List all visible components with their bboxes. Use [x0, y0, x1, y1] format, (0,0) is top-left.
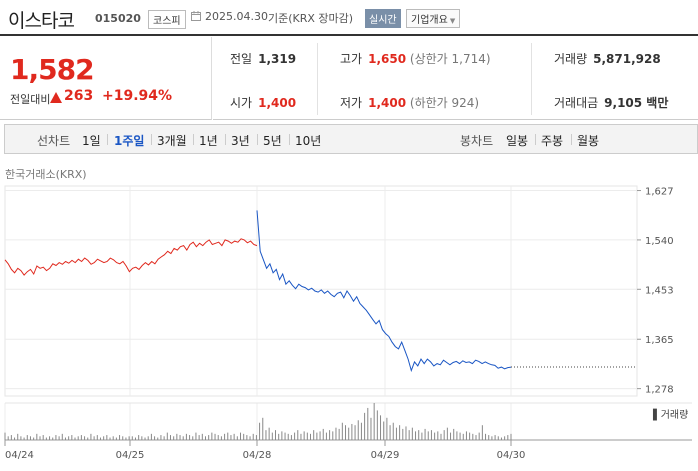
stat-open: 시가 1,400 [230, 94, 296, 111]
x-tick-label: 04/30 [497, 450, 526, 461]
stat-high: 고가 1,650 (상한가 1,714) [340, 50, 491, 67]
price-line-1 [4, 238, 258, 276]
stat-prev-close: 전일 1,319 [230, 50, 296, 67]
stat-label: 전일 [230, 52, 253, 66]
tab-divider [257, 134, 258, 145]
quote-date: 2025.04.30 [205, 10, 268, 23]
tab-10y[interactable]: 10년 [295, 134, 322, 148]
tab-divider [193, 134, 194, 145]
divider [531, 43, 532, 115]
tab-weekly-candle[interactable]: 주봉 [541, 134, 564, 148]
lower-limit: (하한가 924) [409, 96, 480, 110]
tab-3m[interactable]: 3개월 [157, 134, 187, 148]
calendar-icon [191, 11, 201, 21]
y-tick-label: 1,278 [645, 385, 674, 396]
price-box: 1,582 전일대비 263 +19.94% [0, 37, 212, 120]
y-tick-label: 1,453 [645, 285, 674, 296]
y-tick-label: 1,365 [645, 335, 674, 346]
x-tick-label: 04/28 [243, 450, 272, 461]
stat-volume: 거래량 5,871,928 [554, 50, 661, 67]
stat-label: 거래량 [554, 52, 588, 66]
realtime-button[interactable]: 실시간 [365, 9, 401, 28]
tab-monthly-candle[interactable]: 월봉 [577, 134, 600, 148]
tab-1w[interactable]: 1주일 [114, 134, 145, 148]
volume-legend-label: 거래량 [660, 410, 689, 421]
change-label: 전일대비 [10, 93, 51, 106]
y-tick-label: 1,627 [645, 187, 674, 198]
stat-value: 1,400 [258, 96, 297, 110]
price-change: 263 [64, 88, 94, 104]
tab-divider [225, 134, 226, 145]
stat-value: 1,650 [368, 52, 407, 66]
company-overview-dropdown[interactable]: 기업개요 ▼ [406, 9, 461, 28]
y-tick-label: 1,540 [645, 236, 674, 247]
tab-divider [289, 134, 290, 145]
market-badge: 코스피 [148, 10, 186, 29]
tab-divider [107, 134, 108, 145]
up-arrow-icon [50, 92, 62, 103]
volume-legend: ▌거래량 [653, 410, 689, 421]
stat-low: 저가 1,400 (하한가 924) [340, 94, 479, 111]
stat-value: 1,400 [368, 96, 407, 110]
stat-value: 9,105 백만 [604, 96, 669, 110]
stat-label: 고가 [340, 52, 363, 66]
plot-frame [4, 185, 638, 397]
tab-5y[interactable]: 5년 [263, 134, 282, 148]
tab-divider [535, 134, 536, 145]
stat-amount: 거래대금 9,105 백만 [554, 94, 668, 111]
stat-label: 저가 [340, 96, 363, 110]
x-tick-label: 04/29 [371, 450, 400, 461]
quote-basis: 기준(KRX 장마감) [268, 12, 354, 25]
overview-label: 기업개요 [411, 15, 448, 26]
price-line-2 [256, 210, 512, 373]
current-price: 1,582 [10, 53, 95, 86]
upper-limit: (상한가 1,714) [409, 52, 491, 66]
line-chart-label: 선차트 [37, 134, 71, 148]
stock-name: 이스타코 [8, 10, 75, 32]
price-change-pct: +19.94% [102, 88, 173, 104]
tab-daily-candle[interactable]: 일봉 [506, 134, 529, 148]
chart-period-tabs: 선차트 1일 1주일 3개월 1년 3년 5년 10년 봉차트 일봉 주봉 월봉 [4, 124, 698, 154]
stat-value: 1,319 [258, 52, 297, 66]
stock-code: 015020 [95, 12, 141, 25]
chart-source: 한국거래소(KRX) [5, 168, 87, 181]
x-tick-label: 04/25 [116, 450, 145, 461]
candle-chart-label: 봉차트 [460, 134, 494, 148]
tab-divider [151, 134, 152, 145]
divider [317, 43, 318, 115]
x-tick-label: 04/24 [5, 450, 34, 461]
stat-label: 시가 [230, 96, 253, 110]
stock-header: 이스타코 015020 코스피 2025.04.30 기준(KRX 장마감) 실… [0, 0, 698, 36]
stat-label: 거래대금 [554, 96, 599, 110]
tab-1y[interactable]: 1년 [199, 134, 218, 148]
tab-1d[interactable]: 1일 [82, 134, 101, 148]
chevron-down-icon: ▼ [449, 17, 456, 25]
stats-table: 전일 1,319 시가 1,400 고가 1,650 (상한가 1,714) 저가 1,… [213, 37, 698, 120]
stat-value: 5,871,928 [593, 52, 661, 66]
tab-3y[interactable]: 3년 [231, 134, 250, 148]
tab-divider [571, 134, 572, 145]
